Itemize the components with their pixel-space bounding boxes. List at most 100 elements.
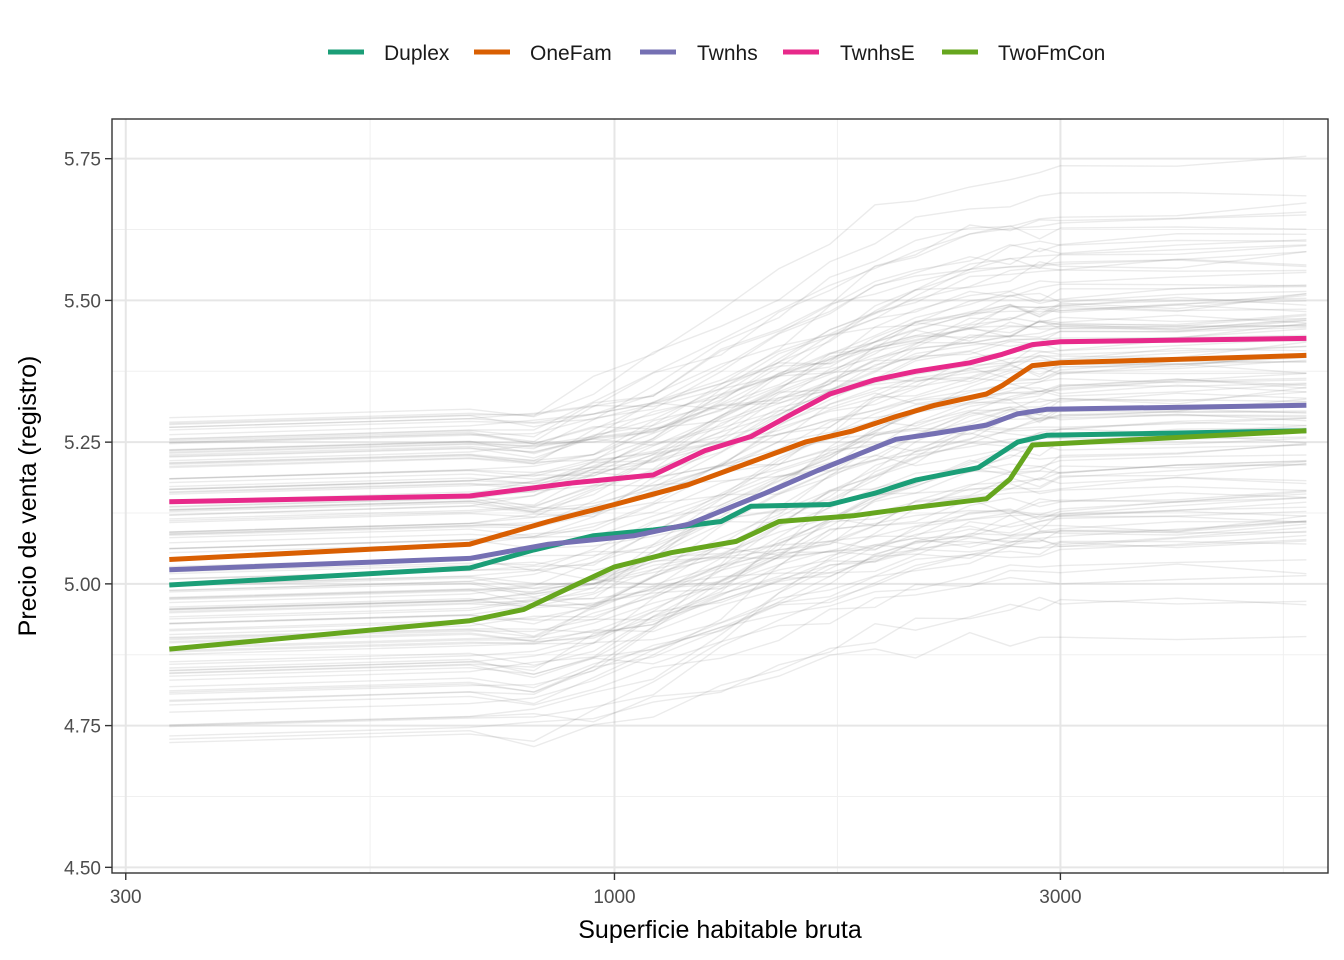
background-curve	[169, 250, 1307, 491]
background-curve	[169, 540, 1307, 694]
y-tick-label: 5.75	[64, 150, 101, 171]
background-curve	[169, 520, 1307, 644]
series-line-twofmcon	[169, 428, 1307, 652]
y-axis-title: Precio de venta (registro)	[14, 356, 42, 637]
background-curve	[169, 392, 1307, 544]
background-curve	[169, 386, 1307, 637]
background-curve	[169, 352, 1307, 592]
background-curve	[169, 482, 1307, 550]
background-curve	[169, 244, 1307, 511]
background-curve	[169, 459, 1307, 744]
background-curve	[169, 372, 1307, 586]
background-curve	[169, 501, 1307, 705]
background-curve	[169, 318, 1307, 469]
y-tick-label: 4.50	[64, 858, 101, 879]
background-curve	[169, 214, 1307, 440]
series-line-onefam	[169, 352, 1307, 562]
background-curve	[169, 244, 1307, 444]
background-curve	[169, 523, 1307, 605]
background-curve	[169, 496, 1307, 581]
y-tick-label: 5.25	[64, 433, 101, 454]
background-curve	[169, 424, 1307, 614]
background-curve	[169, 540, 1307, 611]
background-curve	[169, 341, 1307, 604]
background-curve	[169, 377, 1307, 601]
x-tick-label: 1000	[593, 887, 635, 908]
background-curve	[169, 596, 1307, 748]
background-curve	[169, 413, 1307, 484]
background-curve	[169, 290, 1307, 452]
x-tick-label: 300	[110, 887, 142, 908]
background-curve	[169, 563, 1307, 706]
major-gridlines	[112, 119, 1328, 873]
background-curve	[169, 285, 1307, 508]
background-curve	[169, 314, 1307, 493]
legend-label-twofmcon: TwoFmCon	[998, 42, 1105, 65]
background-curve	[169, 345, 1307, 488]
background-curve	[169, 297, 1307, 428]
background-curve	[169, 521, 1307, 653]
background-curve	[169, 313, 1307, 533]
background-curve	[169, 410, 1307, 511]
background-curve	[169, 460, 1307, 650]
background-curve	[169, 489, 1307, 613]
panel-border	[111, 118, 1329, 874]
plot-panel	[111, 118, 1329, 874]
panel-background	[112, 119, 1328, 873]
background-curve	[169, 211, 1307, 465]
background-curve	[169, 520, 1307, 656]
legend-label-duplex: Duplex	[384, 42, 450, 65]
background-curve	[169, 326, 1307, 464]
background-curve	[169, 476, 1307, 639]
background-curve	[169, 155, 1307, 423]
background-curve	[169, 631, 1307, 727]
background-curve	[169, 271, 1307, 495]
background-curve	[169, 534, 1307, 672]
background-curve	[169, 382, 1307, 611]
background-curve	[169, 239, 1307, 445]
background-curve	[169, 403, 1307, 625]
background-curve	[169, 417, 1307, 703]
background-curves	[169, 155, 1307, 748]
background-curve	[169, 406, 1307, 522]
legend-label-onefam: OneFam	[530, 42, 612, 65]
background-curve	[169, 304, 1307, 520]
background-curve	[169, 224, 1307, 425]
background-curve	[169, 191, 1307, 419]
background-curve	[169, 259, 1307, 504]
background-curve	[169, 463, 1307, 679]
legend: Duplex OneFam Twnhs TwnhsE TwoFmCon	[328, 42, 1105, 65]
background-curve	[169, 339, 1307, 445]
background-curve	[169, 401, 1307, 580]
series-lines	[169, 335, 1307, 652]
series-line-twnhse	[169, 335, 1307, 505]
background-curve	[169, 506, 1307, 693]
background-curve	[169, 492, 1307, 726]
background-curve	[169, 491, 1307, 575]
background-curve	[169, 454, 1307, 672]
y-tick-label: 5.00	[64, 575, 101, 596]
background-curve	[169, 372, 1307, 467]
background-curve	[169, 293, 1307, 533]
background-curve	[169, 460, 1307, 570]
background-curve	[169, 515, 1307, 638]
legend-label-twnhse: TwnhsE	[840, 42, 915, 65]
background-curve	[169, 232, 1307, 503]
background-curve	[169, 294, 1307, 513]
background-curve	[169, 322, 1307, 455]
background-curve	[169, 526, 1307, 728]
background-curve	[169, 284, 1307, 458]
background-curve	[169, 436, 1307, 513]
background-curve	[169, 510, 1307, 610]
background-curve	[169, 510, 1307, 652]
background-curve	[169, 322, 1307, 516]
legend-label-twnhs: Twnhs	[697, 42, 758, 65]
y-tick-label: 4.75	[64, 717, 101, 738]
background-curve	[169, 538, 1307, 689]
background-curve	[169, 292, 1307, 459]
background-curve	[169, 414, 1307, 665]
background-curve	[169, 463, 1307, 648]
background-curve	[169, 421, 1307, 539]
x-axis-title: Superficie habitable bruta	[578, 916, 862, 944]
